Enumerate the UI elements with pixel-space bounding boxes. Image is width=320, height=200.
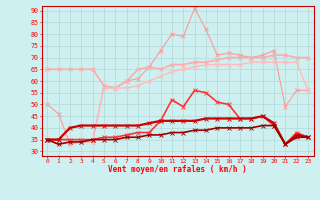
X-axis label: Vent moyen/en rafales ( km/h ): Vent moyen/en rafales ( km/h ) xyxy=(108,165,247,174)
